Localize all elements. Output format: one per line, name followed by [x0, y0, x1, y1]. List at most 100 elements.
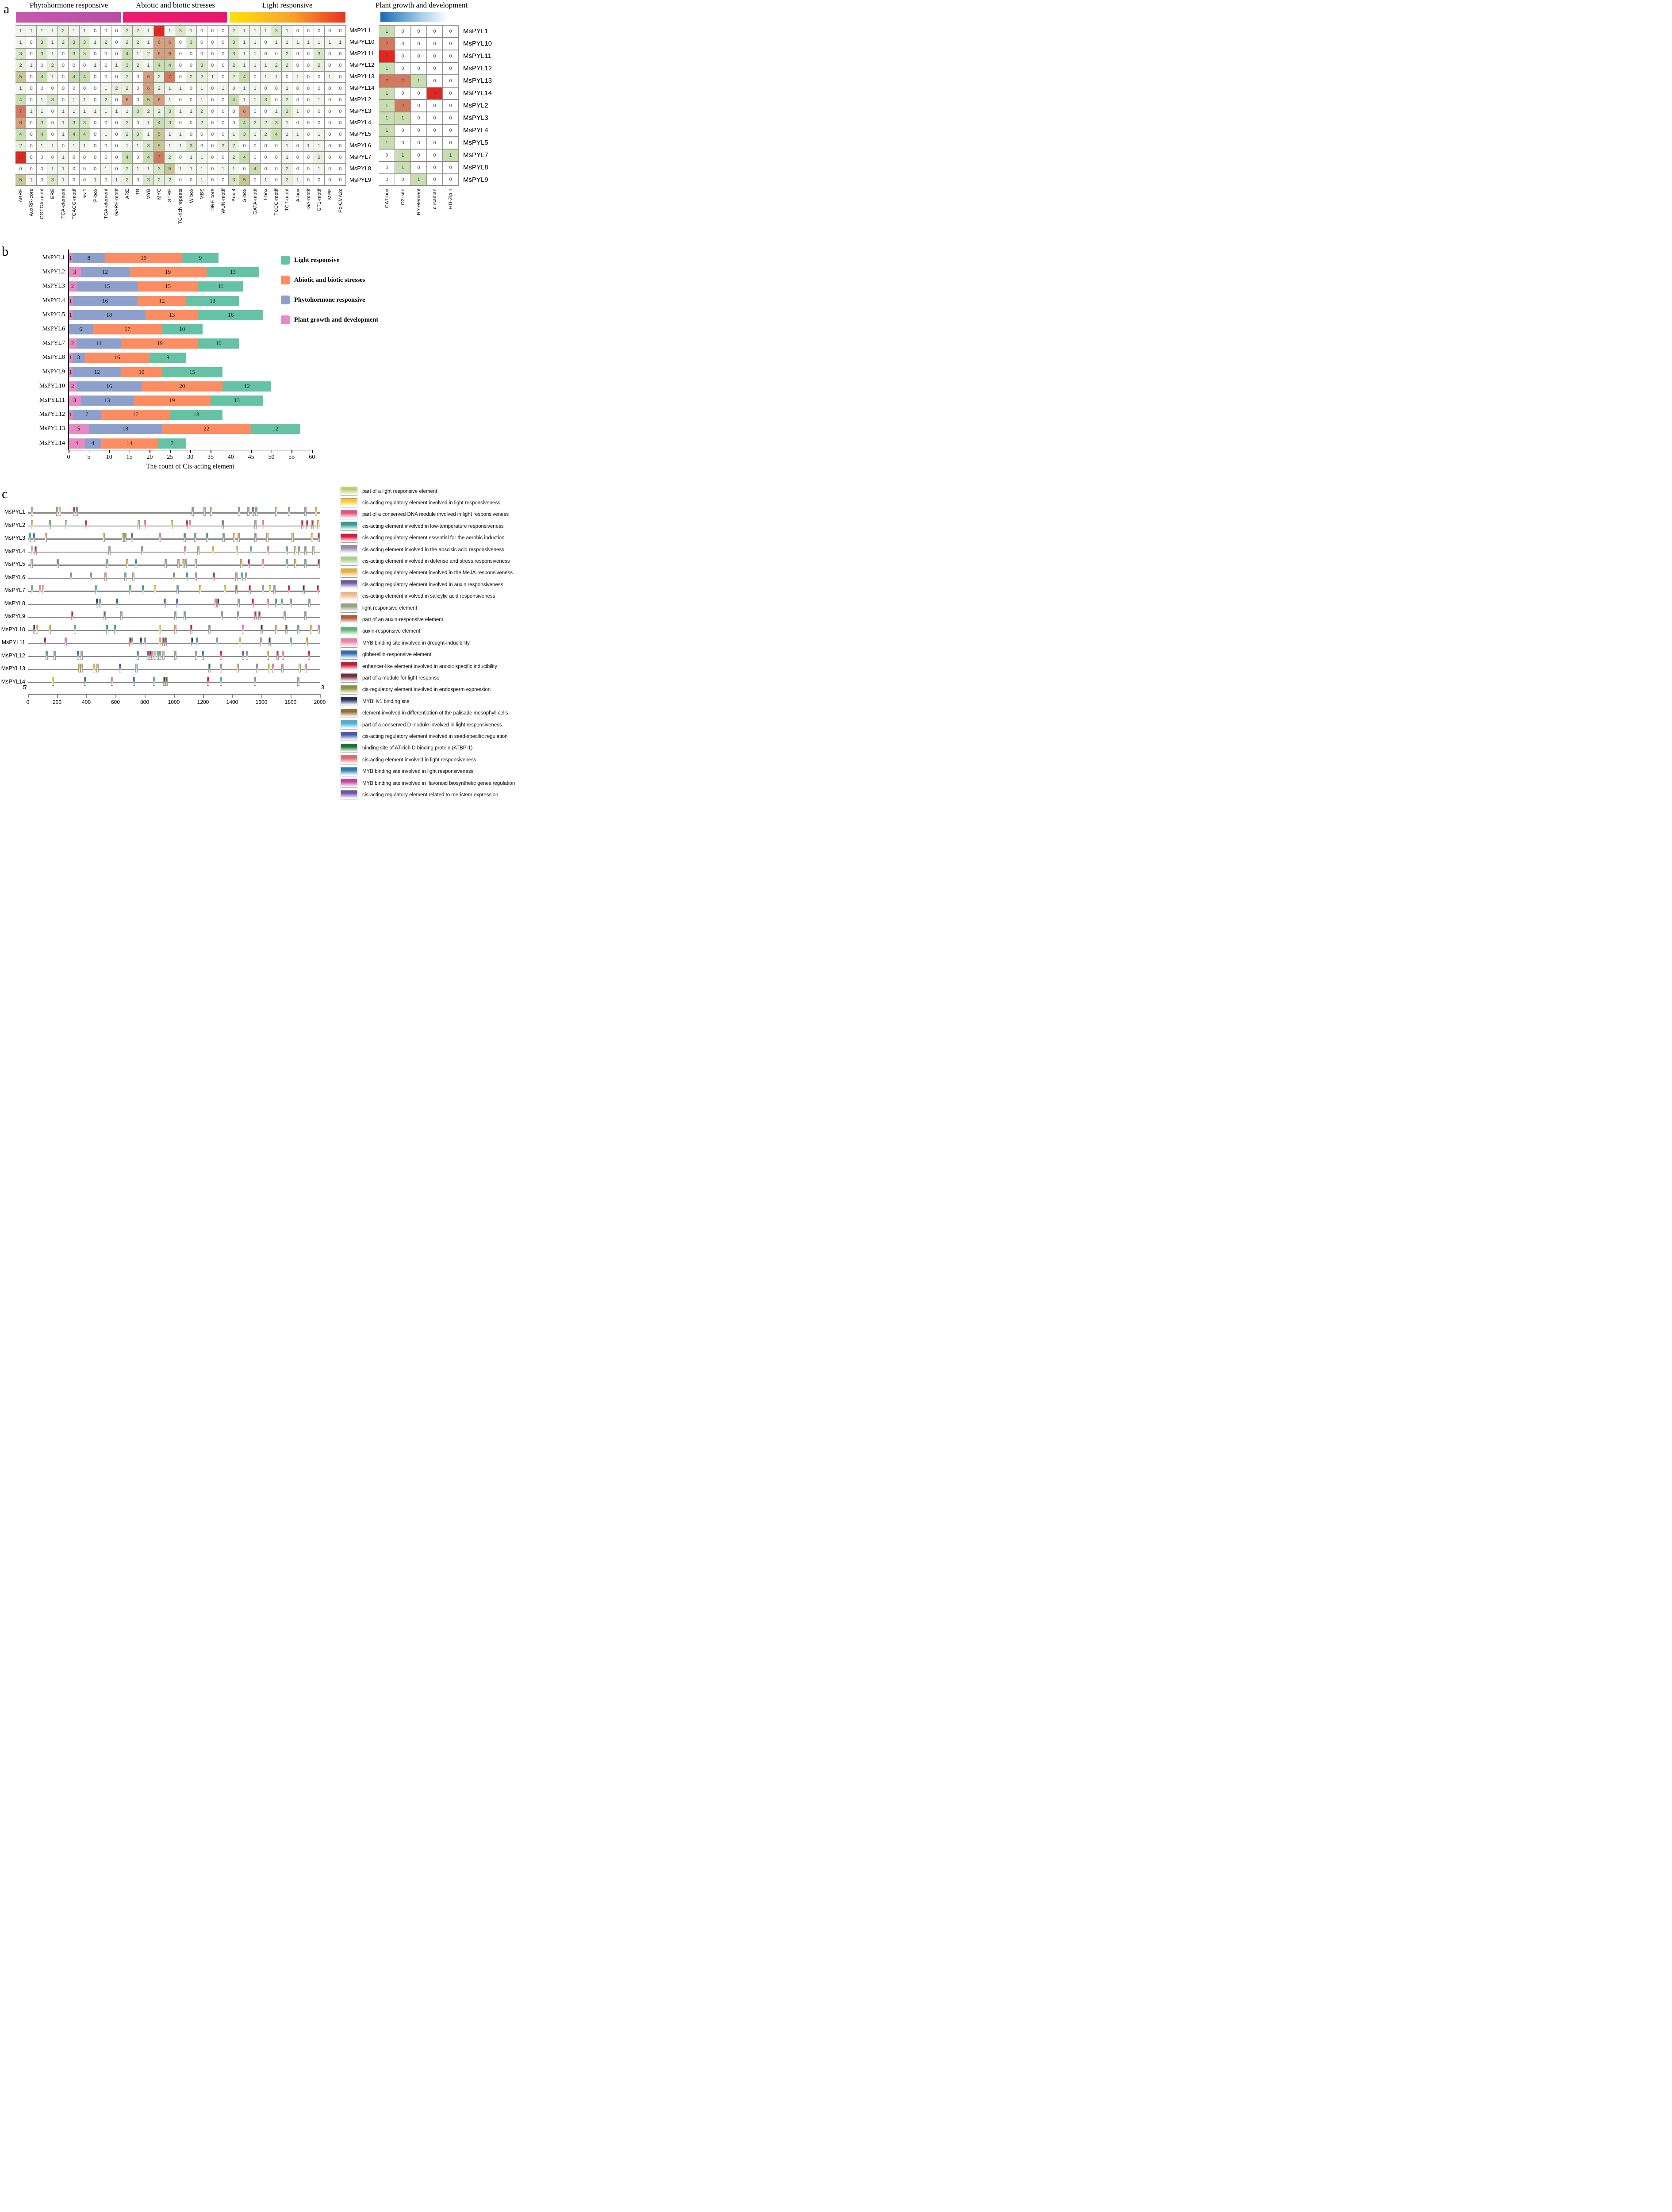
- motif-marker: [33, 533, 35, 542]
- heatmap-cell: 1: [379, 137, 395, 149]
- heatmap-cell: 1: [79, 141, 90, 151]
- heatmap-cell: 0: [443, 26, 458, 37]
- motif-marker: [195, 559, 197, 568]
- heatmap-cell: 6: [154, 49, 165, 59]
- heatmap-cell: 3: [379, 50, 395, 62]
- heatmap-cell: 4: [271, 129, 282, 140]
- heatmap-column-label: TGA-element: [103, 188, 109, 219]
- motif-marker: [132, 676, 135, 686]
- heatmap-cell: 0: [379, 174, 395, 185]
- motif-marker: [165, 559, 167, 568]
- legend-swatch: [281, 315, 290, 324]
- bar-value-label: 1: [69, 411, 72, 418]
- heatmap-cell: 0: [218, 118, 228, 128]
- bar-category-label: MsPYL11: [39, 397, 65, 403]
- heatmap-cell: 0: [292, 26, 303, 36]
- motif-legend-swatch: [341, 615, 357, 625]
- motif-marker: [92, 664, 95, 672]
- heatmap-cell: 1: [218, 83, 228, 94]
- motif-marker: [201, 650, 204, 660]
- motif-marker: [77, 650, 80, 660]
- heatmap-row-label: MsPYL14: [463, 89, 492, 97]
- heatmap-cell: 0: [335, 60, 345, 71]
- heatmap-cell: 0: [427, 137, 442, 149]
- bar-segment: [88, 424, 162, 434]
- motif-marker: [184, 546, 187, 555]
- heatmap-cell: 0: [26, 118, 37, 128]
- bar-value-label: 12: [159, 297, 165, 304]
- bar-category-label: MsPYL3: [42, 283, 65, 290]
- heatmap-cell: 1: [379, 63, 395, 74]
- gene-label: MsPYL6: [4, 574, 25, 580]
- panel-b-label: b: [2, 244, 8, 259]
- heatmap-row-label: MsPYL4: [349, 119, 372, 126]
- motif-marker: [267, 650, 269, 660]
- heatmap-cell: 1: [282, 118, 292, 128]
- heatmap-cell: 4: [143, 152, 154, 163]
- motif-marker: [188, 520, 191, 529]
- heatmap-cell: 0: [90, 141, 100, 151]
- bar-category-label: MsPYL9: [42, 368, 65, 375]
- motif-marker: [195, 650, 197, 660]
- motif-legend-item: MYB binding site involved in drought-ind…: [341, 638, 470, 648]
- heatmap-cell: 4: [239, 72, 250, 82]
- motif-marker: [238, 533, 240, 542]
- heatmap-cell: 1: [261, 26, 271, 36]
- motif-marker: [30, 559, 33, 568]
- motif-marker: [31, 546, 34, 555]
- category-colorbar-light: [230, 12, 345, 23]
- heatmap-column-label: P-box: [92, 188, 98, 202]
- gene-label: MsPYL14: [1, 678, 25, 685]
- motif-marker: [215, 637, 218, 646]
- heatmap-cell: 0: [427, 112, 442, 124]
- heatmap-cell: 0: [26, 95, 37, 105]
- heatmap-cell: 1: [228, 164, 239, 174]
- heatmap-cell: 1: [186, 152, 196, 163]
- gene-label: MsPYL1: [4, 509, 25, 515]
- heatmap-cell: 3: [186, 37, 196, 48]
- motif-marker: [238, 637, 241, 646]
- bp-axis-tick-label: 200: [52, 699, 62, 705]
- motif-marker: [282, 650, 284, 660]
- heatmap-cell: 5: [143, 95, 154, 105]
- heatmap-cell: 1: [47, 72, 58, 82]
- motif-marker: [291, 533, 294, 542]
- heatmap-cell: 2: [154, 175, 165, 185]
- heatmap-cell: 0: [69, 164, 79, 174]
- heatmap-cell: 0: [324, 164, 335, 174]
- legend-label: Phytohormone responsive: [294, 296, 365, 303]
- heatmap-cell: 0: [443, 125, 458, 136]
- motif-legend-swatch: [341, 498, 357, 508]
- heatmap-column-label: ABRE: [18, 188, 24, 203]
- heatmap-cell: 2: [395, 75, 410, 87]
- heatmap-cell: 1: [175, 83, 186, 94]
- bar-segment: [251, 424, 300, 434]
- heatmap-column-label: A-box: [295, 188, 301, 202]
- motif-marker: [176, 598, 178, 607]
- heatmap-cell: 0: [69, 83, 79, 94]
- heatmap-cell: 0: [26, 152, 37, 163]
- heatmap-row-label: MsPYL1: [349, 27, 372, 34]
- heatmap-cell: 1: [175, 164, 186, 174]
- heatmap-cell: 1: [303, 141, 314, 151]
- heatmap-cell: 1: [250, 83, 261, 94]
- heatmap-row-label: MsPYL14: [349, 84, 375, 91]
- motif-marker: [297, 676, 299, 686]
- heatmap-row-label: MsPYL8: [349, 165, 372, 172]
- bar-segment: [69, 381, 77, 392]
- x-axis-tick-label: 55: [288, 453, 295, 461]
- motif-marker: [245, 572, 247, 581]
- heatmap-cell: 1: [261, 72, 271, 82]
- heatmap-cell: 0: [335, 175, 345, 185]
- motif-marker: [190, 624, 193, 634]
- motif-marker: [159, 637, 161, 646]
- bar-segment: [69, 253, 73, 263]
- motif-legend-item: part of a conserved D module involved in…: [341, 720, 502, 730]
- heatmap-row-label: MsPYL13: [463, 77, 492, 84]
- bar-segment: [137, 281, 199, 292]
- heatmap-cell: 0: [324, 175, 335, 185]
- motif-marker: [306, 520, 309, 529]
- bp-axis-tick-label: 800: [140, 699, 150, 705]
